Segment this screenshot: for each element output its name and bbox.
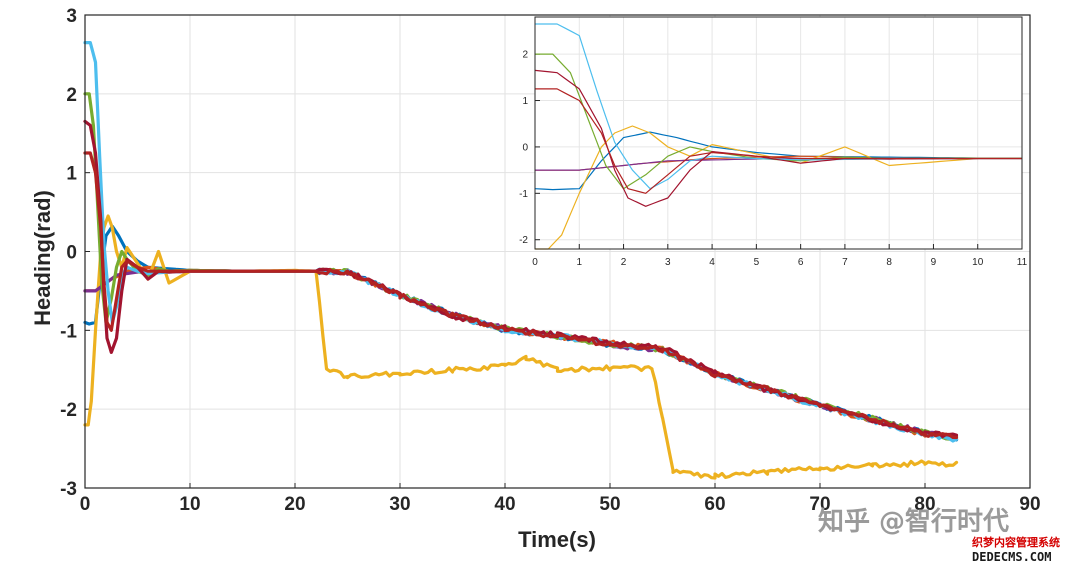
inset-x-tick-label: 7 [842, 257, 848, 268]
inset-x-tick-label: 2 [621, 257, 627, 268]
inset-x-tick-label: 8 [886, 257, 892, 268]
inset-y-tick-label: 0 [522, 142, 528, 153]
watermark-text: 知乎 @智行时代 [818, 506, 1009, 537]
inset-x-tick-label: 1 [576, 257, 582, 268]
inset-x-tick-label: 11 [1017, 257, 1028, 268]
inset-y-tick-label: 2 [522, 50, 528, 61]
watermark-site-badge [962, 532, 1078, 566]
inset-x-tick-label: 9 [931, 257, 937, 268]
main-y-tick-label: -3 [60, 479, 77, 500]
watermark-site-en: DEDECMS.COM [972, 550, 1051, 564]
watermark-site-cn: 织梦内容管理系统 [972, 535, 1060, 549]
inset-axes-box [534, 16, 1023, 250]
main-x-tick-label: 0 [80, 494, 91, 515]
series-line-robot-8 [83, 151, 959, 440]
main-x-tick-label: 80 [914, 494, 935, 515]
y-axis-label: Heading(rad) [30, 190, 55, 326]
main-axes-box [84, 14, 1031, 489]
inset-x-tick-label: 10 [972, 257, 984, 268]
inset-y-tick-label: -2 [519, 235, 528, 246]
inset-background [535, 17, 1022, 249]
main-y-tick-label: 0 [66, 243, 77, 264]
main-y-tick-label: -2 [60, 400, 77, 421]
main-y-tick-label: 1 [66, 164, 77, 185]
inset-x-tick-label: 5 [754, 257, 760, 268]
inset-x-tick-label: 6 [798, 257, 804, 268]
main-y-tick-label: 2 [66, 85, 77, 106]
main-x-tick-label: 50 [599, 494, 620, 515]
main-y-tick-label: 3 [66, 6, 77, 27]
inset-series-group [534, 23, 1022, 250]
main-x-tick-label: 60 [704, 494, 725, 515]
inset-y-tick-label: -1 [519, 189, 528, 200]
inset-x-tick-label: 4 [709, 257, 715, 268]
main-series-group [83, 41, 959, 480]
inset-y-tick-label: 1 [522, 96, 528, 107]
inset-x-tick-label: 3 [665, 257, 671, 268]
inset-series-line-robot-8 [535, 88, 1022, 194]
series-line-robot-3 [83, 214, 959, 480]
inset-y-tick-labels: 2 1 0 -1 -2 [519, 50, 528, 247]
series-line-robot-4 [83, 267, 959, 439]
main-x-tick-labels: 0 10 20 30 40 50 60 70 80 90 [80, 494, 1041, 515]
main-y-tick-label: -1 [60, 321, 77, 342]
inset-x-tick-labels: 0 1 2 3 4 5 6 7 8 9 10 11 [532, 257, 1027, 268]
main-x-tick-label: 40 [494, 494, 515, 515]
inset-x-tick-label: 0 [532, 257, 538, 268]
main-y-tick-labels: 3 2 1 0 -1 -2 -3 [60, 6, 77, 500]
main-x-tick-label: 90 [1019, 494, 1040, 515]
x-axis-label: Time(s) [518, 527, 596, 552]
main-x-tick-label: 70 [809, 494, 830, 515]
series-line-robot-2 [83, 265, 959, 441]
inset-grid [534, 17, 1023, 249]
main-x-tick-label: 10 [179, 494, 200, 515]
main-x-tick-label: 30 [389, 494, 410, 515]
main-x-tick-label: 20 [284, 494, 305, 515]
